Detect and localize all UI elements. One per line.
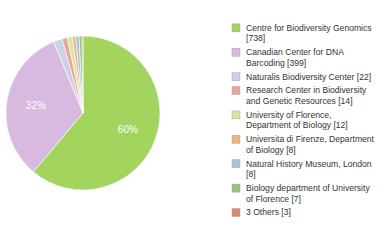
legend-label-line: of Florence [7] [246,194,301,204]
legend-label: Centre for Biodiversity Genomics[738] [246,23,372,44]
pie-slice [79,36,83,113]
legend-label-line: Naturalis Biodiversity Center [22] [246,72,371,82]
pie-slice [67,37,83,113]
legend-swatch [232,111,240,119]
legend-label-line: Department of Biology [12] [246,120,348,130]
legend-swatch [232,184,240,192]
legend-swatch [232,87,240,95]
legend-swatch [232,48,240,56]
legend-label-line: Universita di Firenze, Department [246,134,375,144]
legend-label-line: Barcoding [399] [246,58,306,68]
legend-swatch [232,160,240,168]
legend-swatch [232,24,240,32]
legend-label: Canadian Center for DNABarcoding [399] [246,47,344,68]
legend-swatch [232,73,240,81]
data-label: 60% [118,124,138,135]
legend-swatch [232,209,240,217]
legend-label-line: Research Center in Biodiversity [246,85,367,95]
legend-label-line: University of Florence, [246,110,332,120]
legend-label: University of Florence,Department of Bio… [246,110,348,131]
data-labels: 60% 32% [26,100,138,135]
chart: 60% 32% Centre for Biodiversity Genomics[7… [0,0,380,240]
legend-label: 3 Others [3] [246,207,291,217]
legend-label: Naturalis Biodiversity Center [22] [246,72,371,82]
legend-label-line: Centre for Biodiversity Genomics [246,23,372,33]
pie [6,36,160,190]
legend-label: Biology department of Universityof Flore… [246,183,370,204]
legend-swatch [232,135,240,143]
legend-label-line: of Biology [8] [246,145,296,155]
legend-label: Research Center in Biodiversityand Genet… [246,85,367,106]
legend-label-line: Natural History Museum, London [246,159,372,169]
legend-label-line: and Genetic Resources [14] [246,96,353,106]
legend-label-line: Biology department of University [246,183,370,193]
pie-slice [76,36,83,113]
pie-slice [82,36,84,113]
legend-label-line: 3 Others [3] [246,207,291,217]
legend-label-line: [8] [246,169,256,179]
legend-label-line: Canadian Center for DNA [246,47,344,57]
legend-label: Universita di Firenze, Departmentof Biol… [246,134,375,155]
legend-label: Natural History Museum, London[8] [246,159,372,180]
pie-slice [72,36,83,113]
data-label: 32% [26,100,46,111]
legend-label-line: [738] [246,33,265,43]
legend: Centre for Biodiversity Genomics[738] Can… [232,23,375,218]
